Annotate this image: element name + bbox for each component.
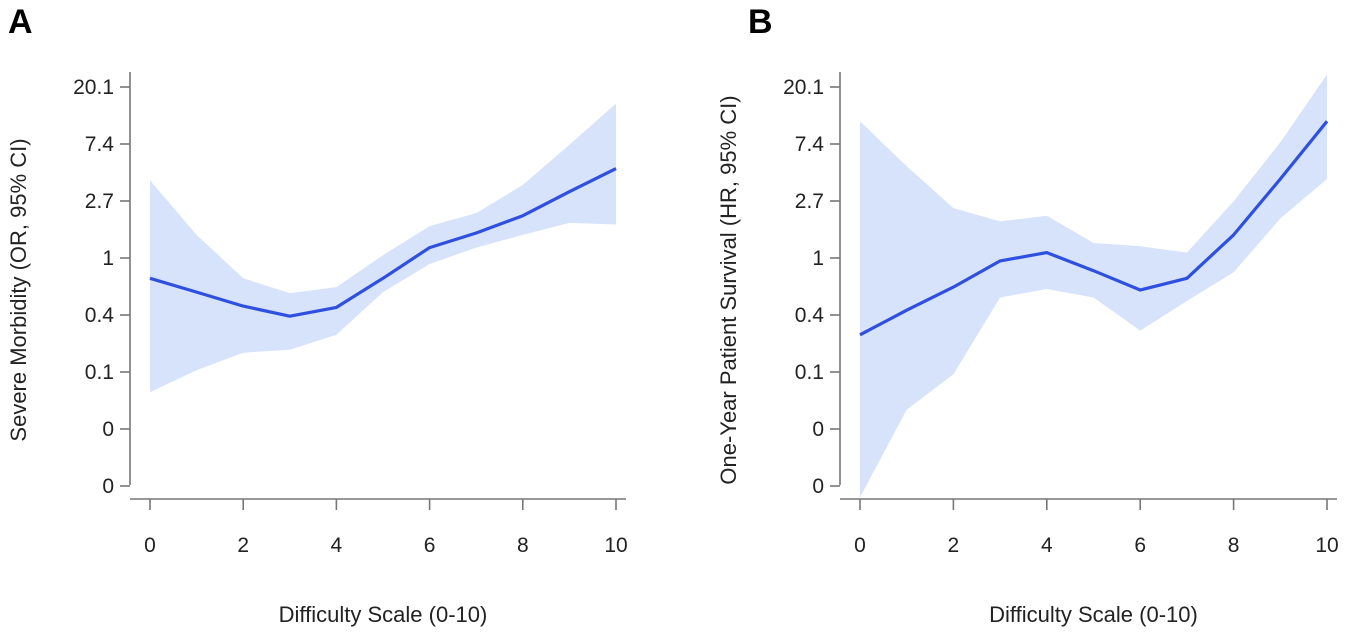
- y-axis-title: One-Year Patient Survival (HR, 95% CI): [716, 95, 741, 484]
- x-axis-title: Difficulty Scale (0-10): [989, 602, 1198, 627]
- y-tick-label: 7.4: [795, 133, 825, 156]
- x-tick-label: 8: [517, 534, 529, 557]
- x-axis-title: Difficulty Scale (0-10): [279, 602, 488, 627]
- x-tick-label: 6: [424, 534, 436, 557]
- x-tick-label: 2: [948, 534, 960, 557]
- x-tick-label: 0: [854, 534, 866, 557]
- x-tick-label: 2: [237, 534, 249, 557]
- x-tick-label: 6: [1134, 534, 1146, 557]
- panel-b: B 20.1 7.4 2.7 1 0.4 0.1 0 0 0 2 4 6 8 10 Difficulty Sc…: [716, 3, 1339, 627]
- y-tick-label: 0.4: [85, 304, 115, 327]
- y-tick-label: 20.1: [73, 76, 114, 99]
- y-tick-label: 0.4: [795, 304, 825, 327]
- x-tick-label: 4: [1041, 534, 1053, 557]
- panel-label: A: [8, 3, 33, 41]
- y-tick-label: 0.1: [795, 361, 824, 384]
- y-tick-label: 1: [102, 247, 114, 270]
- y-tick-label: 0: [102, 418, 114, 441]
- y-tick-label: 0.1: [85, 361, 114, 384]
- confidence-band: [860, 74, 1327, 498]
- y-tick-label: 2.7: [85, 190, 114, 213]
- x-tick-label: 8: [1228, 534, 1240, 557]
- y-tick-label: 0: [812, 418, 824, 441]
- estimate-line: [149, 167, 617, 318]
- y-tick-label: 1: [812, 247, 824, 270]
- y-tick-label: 7.4: [85, 133, 115, 156]
- y-tick-label: 2.7: [795, 190, 824, 213]
- estimate-line: [859, 120, 1329, 337]
- y-tick-label: 20.1: [783, 76, 824, 99]
- y-axis-title: Severe Morbidity (OR, 95% CI): [6, 138, 31, 441]
- x-tick-label: 0: [144, 534, 156, 557]
- x-tick-label: 10: [1315, 534, 1338, 557]
- x-tick-label: 4: [331, 534, 343, 557]
- panel-label: B: [748, 3, 773, 41]
- x-tick-label: 10: [604, 534, 627, 557]
- y-tick-label: 0: [102, 475, 114, 498]
- y-tick-label: 0: [812, 475, 824, 498]
- panel-a: A 20.1 7.4 2.7 1 0.4 0.1 0 0 0 2 4 6 8 10 Difficulty Sc…: [6, 3, 628, 627]
- confidence-band: [150, 103, 616, 393]
